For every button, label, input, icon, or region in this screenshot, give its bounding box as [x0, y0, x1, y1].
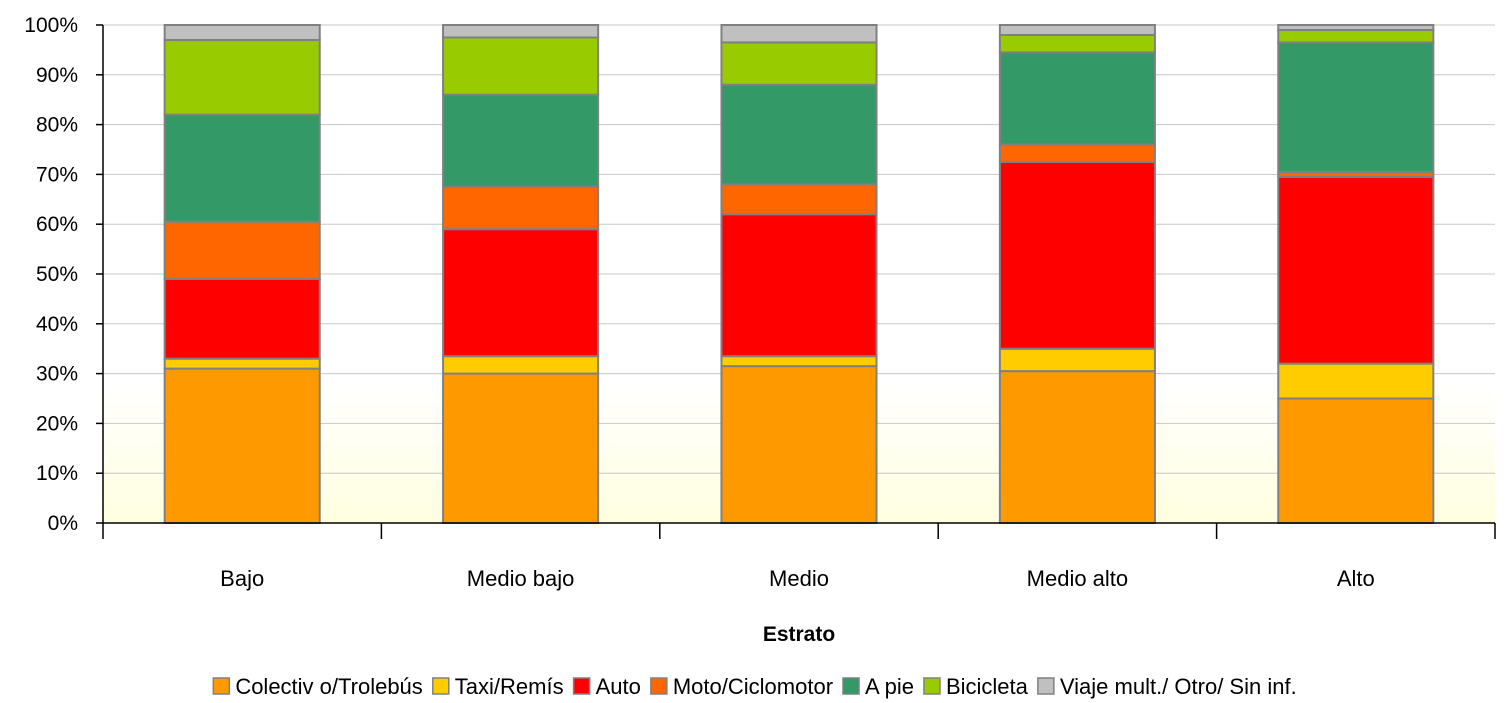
legend-swatch [923, 677, 941, 695]
bar-segment [720, 183, 878, 216]
bar-segment [442, 355, 600, 375]
bar-segment [720, 41, 878, 86]
bar-segment [442, 93, 600, 188]
bar-segment [1277, 41, 1435, 173]
y-tick-label: 60% [36, 213, 78, 236]
bar-segment [998, 347, 1156, 373]
y-tick-label: 100% [24, 14, 78, 37]
bar-segment [163, 277, 321, 360]
bar-segment [442, 36, 600, 96]
legend-label: A pie [865, 674, 914, 699]
legend-label: Bicicleta [946, 674, 1029, 699]
legend-label: Colectiv o/Trolebús [235, 674, 422, 699]
bar-segment [1277, 24, 1435, 31]
legend-swatch [650, 677, 668, 695]
y-tick-label: 90% [36, 64, 78, 87]
bar-segment [720, 365, 878, 524]
axes [96, 24, 1496, 539]
bar-segment [720, 355, 878, 368]
y-tick-label: 30% [36, 363, 78, 386]
legend-item: Moto/Ciclomotor [650, 674, 833, 699]
legend-label: Taxi/Remís [455, 674, 564, 699]
bar-segment [442, 185, 600, 231]
bar-segment [720, 83, 878, 186]
bar-segment [1277, 28, 1435, 44]
bar-segment [163, 220, 321, 280]
category-labels: Bajo Medio bajo Medio Medio alto Alto [220, 566, 1375, 591]
category-label: Medio alto [1027, 566, 1129, 591]
x-axis-label: Estrato [763, 623, 835, 646]
bar-segment [1277, 175, 1435, 365]
y-tick-label: 40% [36, 313, 78, 336]
bar-segment [163, 38, 321, 116]
legend-label: Moto/Ciclomotor [673, 674, 833, 699]
y-tick-label: 0% [48, 512, 78, 535]
bar-segment [442, 24, 600, 39]
category-label: Medio [769, 566, 829, 591]
legend-item: A pie [842, 674, 914, 699]
legend-label: Auto [596, 674, 641, 699]
bar-segment [998, 51, 1156, 146]
bar-segment [998, 370, 1156, 524]
bar-segment [998, 33, 1156, 54]
legend-swatch [842, 677, 860, 695]
legend-item: Taxi/Remís [432, 674, 564, 699]
bar-segment [720, 213, 878, 358]
legend-swatch [432, 677, 450, 695]
legend-item: Viaje mult./ Otro/ Sin inf. [1037, 674, 1297, 699]
bar-segment [720, 24, 878, 44]
legend-item: Colectiv o/Trolebús [212, 674, 423, 699]
bar-segment [442, 228, 600, 358]
bar-segment [163, 24, 321, 41]
bar-segment [1277, 397, 1435, 524]
legend-swatch [572, 677, 591, 695]
y-tick-label: 20% [36, 412, 78, 435]
y-tick-labels: 0% 10% 20% 30% 40% 50% 60% 70% 80% 90% 100% [24, 14, 78, 535]
y-tick-label: 50% [36, 263, 78, 286]
category-label: Medio bajo [467, 566, 575, 591]
bar-segment [1277, 362, 1435, 400]
bar-segment [163, 357, 321, 370]
bar-segment [998, 160, 1156, 350]
bar-segment [442, 372, 600, 524]
y-tick-label: 10% [36, 462, 78, 485]
bar-segment [998, 24, 1156, 36]
bar-segment [998, 143, 1156, 163]
category-label: Bajo [220, 566, 264, 591]
y-tick-label: 70% [36, 163, 78, 186]
bar-segment [163, 113, 321, 223]
y-tick-label: 80% [36, 114, 78, 137]
legend: Colectiv o/Trolebús Taxi/Remís Auto Moto/Ci… [212, 674, 1297, 699]
legend-item: Auto [572, 674, 641, 699]
legend-swatch [1037, 677, 1055, 695]
category-label: Alto [1337, 566, 1375, 591]
legend-item: Bicicleta [923, 674, 1029, 699]
legend-label: Viaje mult./ Otro/ Sin inf. [1060, 674, 1297, 699]
bar-segment [163, 367, 321, 524]
bars [163, 24, 1435, 524]
legend-swatch [212, 677, 231, 695]
